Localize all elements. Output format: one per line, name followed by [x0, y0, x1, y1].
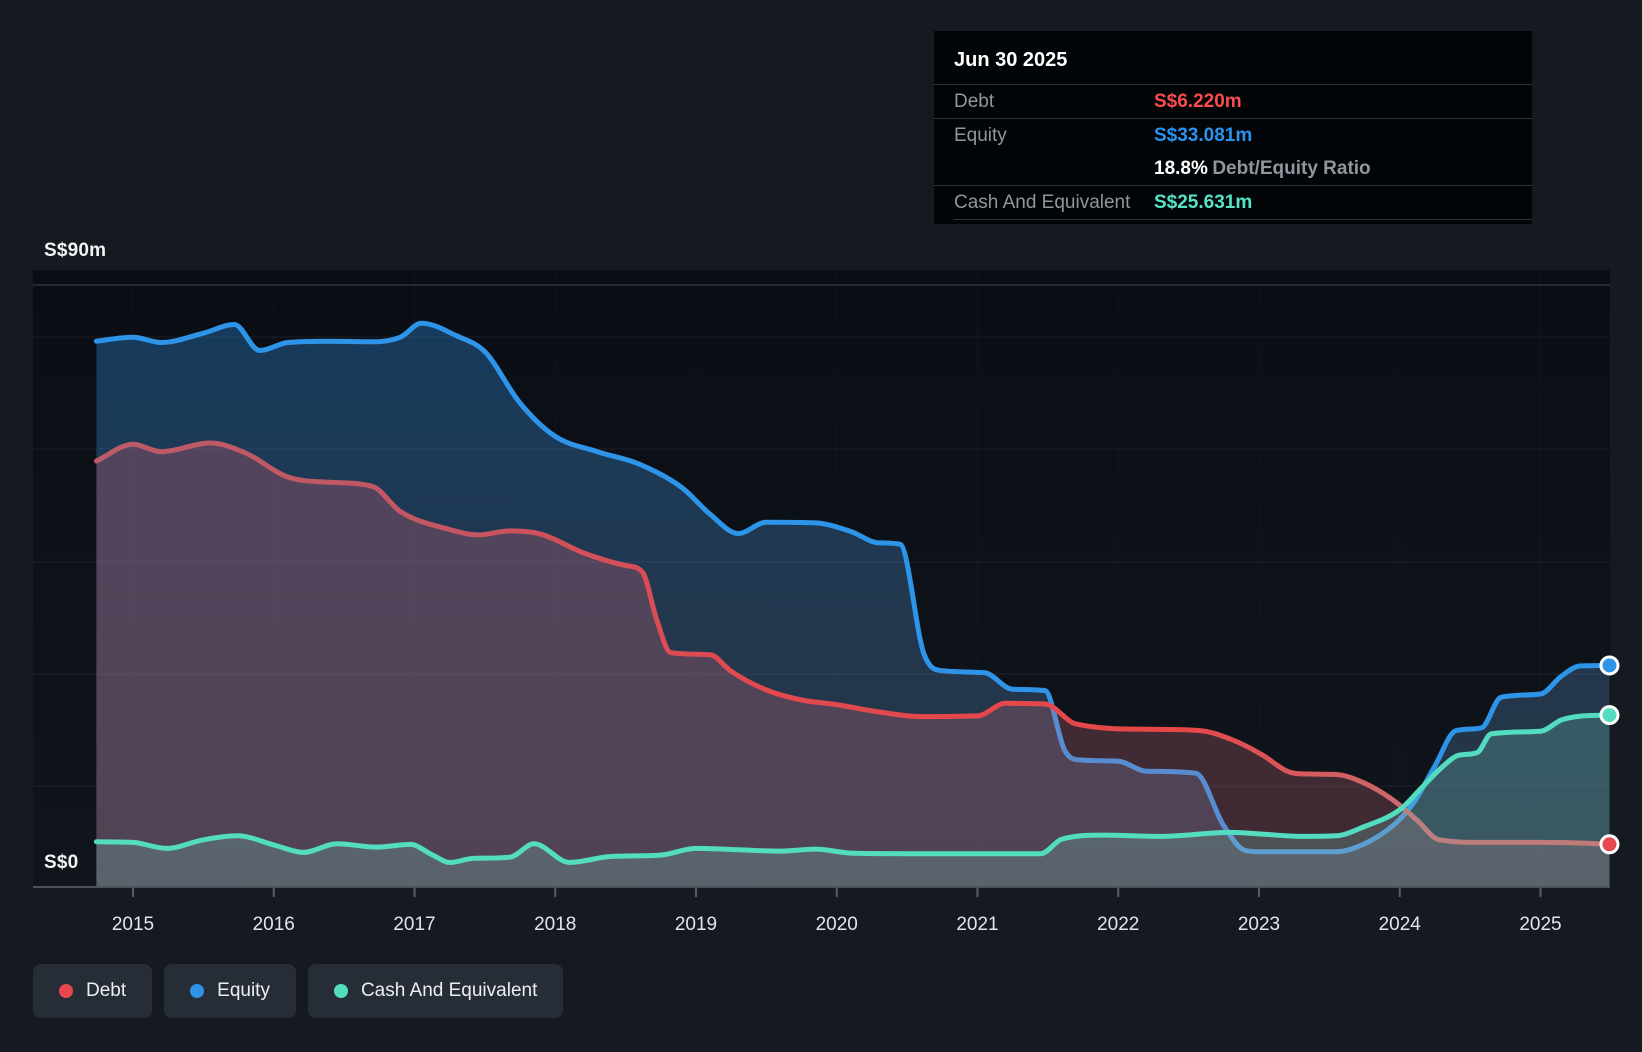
tooltip-equity-value: S$33.081m [1154, 124, 1253, 146]
tooltip-row-equity: Equity S$33.081m [934, 118, 1532, 152]
x-axis-label: 2017 [393, 914, 435, 935]
cash-and-equivalent-line [93, 712, 1612, 865]
x-axis-label: 2015 [112, 914, 154, 935]
x-axis-label: 2021 [956, 914, 998, 935]
tooltip-cash-label: Cash And Equivalent [954, 191, 1131, 213]
tooltip-date: Jun 30 2025 [954, 49, 1068, 71]
x-axis-label: 2025 [1519, 914, 1561, 935]
legend-cash-label: Cash And Equivalent [360, 980, 538, 1001]
legend-debt-label: Debt [86, 980, 127, 1001]
debt-endpoint-dot [1599, 834, 1620, 855]
x-axis-label: 2024 [1379, 914, 1422, 935]
legend-equity-label: Equity [217, 980, 270, 1001]
equity-endpoint-dot [1599, 655, 1620, 676]
chart-legend: Debt Equity Cash And Equivalent [33, 964, 564, 1018]
legend-item-equity[interactable]: Equity [164, 964, 296, 1018]
debt-series-dot-icon [59, 984, 73, 998]
debt-area [96, 443, 1610, 887]
legend-item-debt[interactable]: Debt [33, 964, 153, 1018]
cash-series-dot-icon [333, 984, 348, 998]
tooltip-row-cash: Cash And Equivalent S$25.631m [934, 185, 1532, 219]
x-axis-label: 2018 [534, 914, 576, 935]
x-axis-label: 2023 [1238, 914, 1280, 935]
debt-line [93, 440, 1612, 847]
tooltip-ratio-label: Debt/Equity Ratio [1212, 157, 1371, 179]
y-axis-max-label: S$90m [44, 240, 107, 261]
chart-tooltip: Jun 30 2025 Debt S$6.220m Equity S$33.08… [934, 31, 1532, 224]
x-axis-label: 2016 [253, 914, 295, 935]
cash-and-equivalent-area [96, 715, 1610, 887]
tooltip-row-debt: Debt S$6.220m [934, 84, 1532, 118]
x-axis-label: 2022 [1097, 914, 1139, 935]
y-axis-zero-label: S$0 [44, 852, 79, 873]
tooltip-debt-label: Debt [954, 90, 995, 112]
tooltip-row-ratio: 18.8% Debt/Equity Ratio [934, 152, 1532, 185]
tooltip-cash-value: S$25.631m [1154, 191, 1253, 213]
tooltip-debt-value: S$6.220m [1154, 90, 1242, 112]
x-axis-label: 2020 [816, 914, 858, 935]
cash-and-equivalent-endpoint-dot [1599, 705, 1620, 726]
equity-series-dot-icon [190, 984, 205, 998]
x-axis-label: 2019 [675, 914, 717, 935]
legend-item-cash[interactable]: Cash And Equivalent [307, 964, 564, 1018]
tooltip-equity-label: Equity [954, 124, 1007, 146]
tooltip-ratio-value: 18.8% [1154, 157, 1208, 179]
